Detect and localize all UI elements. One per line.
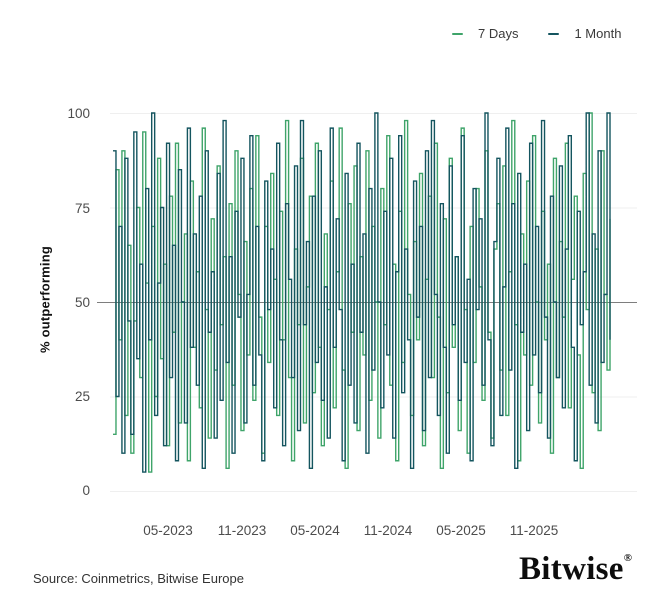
y-tick-0: 0 xyxy=(82,483,90,498)
legend-item-7-days: 7 Days xyxy=(452,26,518,41)
y-tick-25: 25 xyxy=(74,389,90,404)
x-tick-05-2023: 05-2023 xyxy=(143,523,193,538)
registered-trademark-symbol: ® xyxy=(623,552,633,564)
x-tick-05-2024: 05-2024 xyxy=(290,523,340,538)
x-tick-11-2025: 11-2025 xyxy=(509,523,559,538)
series-1-month xyxy=(113,112,611,473)
x-tick-11-2024: 11-2024 xyxy=(363,523,413,538)
y-axis-title: % outperforming xyxy=(37,246,53,353)
source-attribution: Source: Coinmetrics, Bitwise Europe xyxy=(33,571,244,586)
legend-label-7-days: 7 Days xyxy=(478,26,519,41)
y-tick-75: 75 xyxy=(74,201,90,216)
chart-legend: 7 Days 1 Month xyxy=(452,26,621,41)
x-tick-05-2025: 05-2025 xyxy=(436,523,486,538)
y-tick-50: 50 xyxy=(74,295,90,310)
y-tick-100: 100 xyxy=(67,106,90,121)
legend-item-1-month: 1 Month xyxy=(548,26,621,41)
bitwise-logo: Bitwise® xyxy=(519,551,632,588)
legend-dash-1-month-icon xyxy=(548,32,560,35)
bitwise-logo-text: Bitwise xyxy=(519,551,624,587)
x-tick-11-2023: 11-2023 xyxy=(217,523,267,538)
legend-label-1-month: 1 Month xyxy=(574,26,622,41)
legend-dash-7-days-icon xyxy=(452,32,463,35)
